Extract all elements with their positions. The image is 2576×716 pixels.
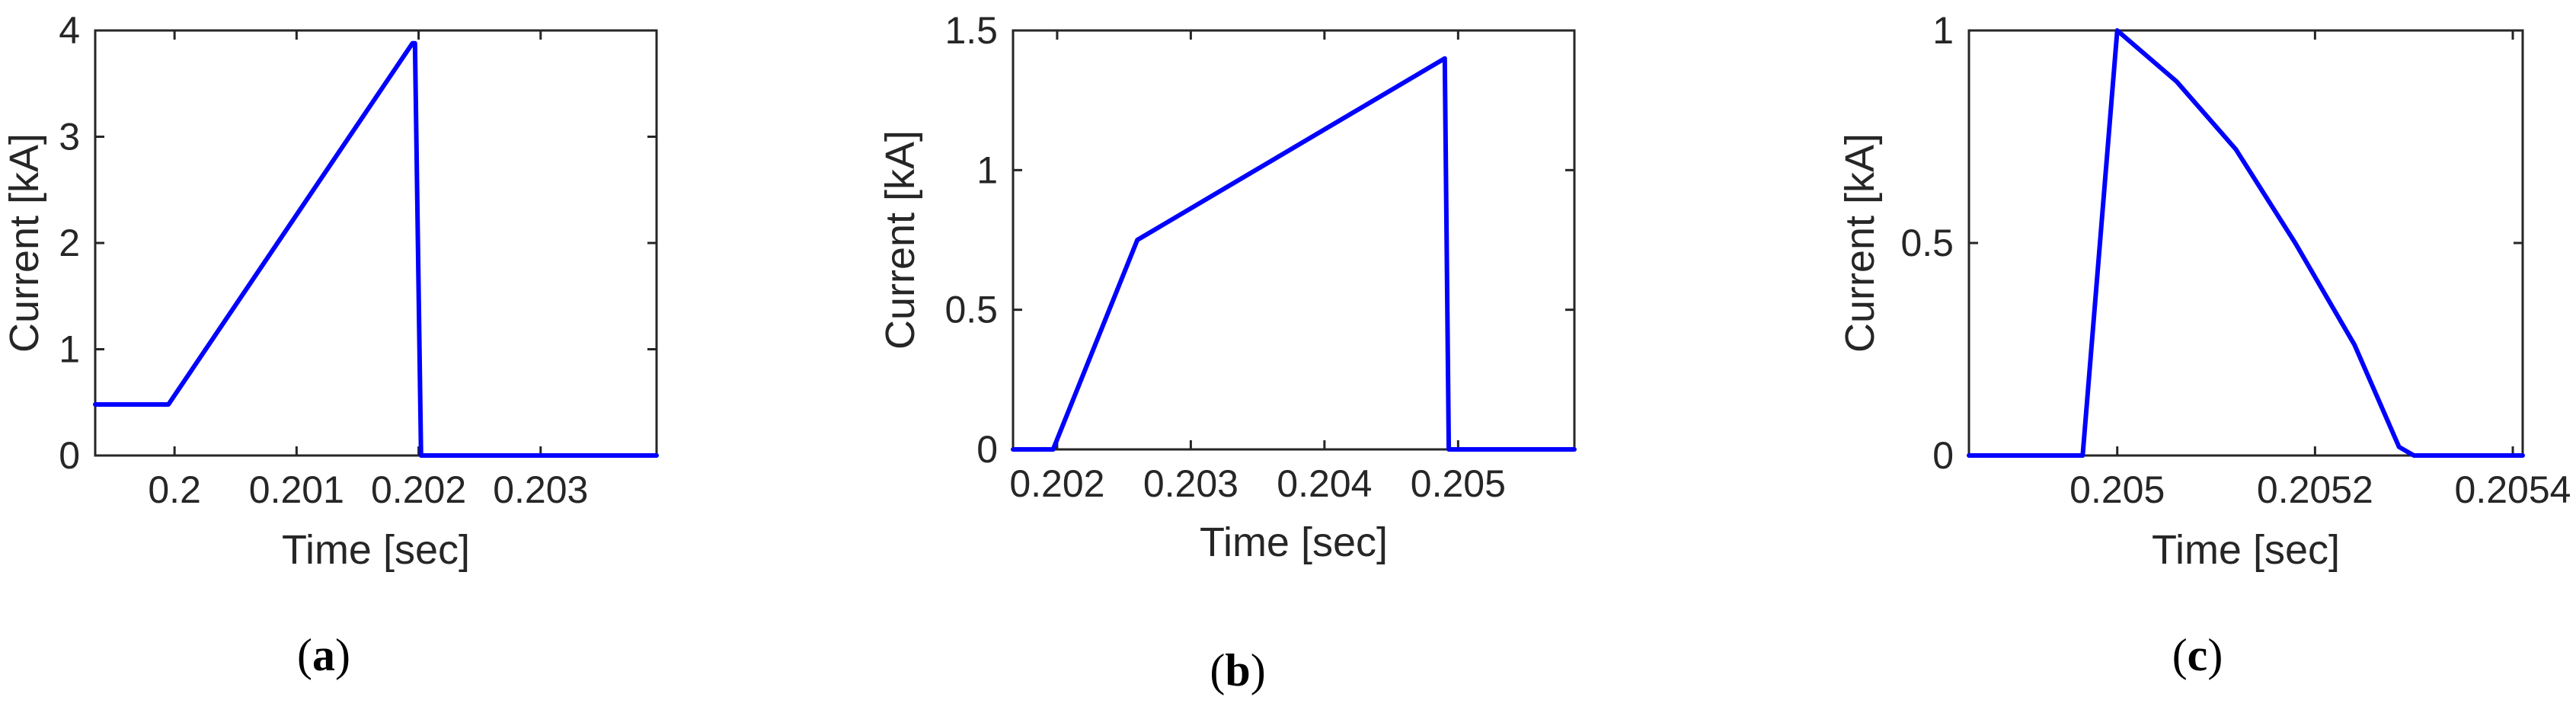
chart-panel-a: 0 1 2 3 4 0.2 0.201 0.202 0.203 Time [sec] Current…: [2, 9, 659, 680]
x-tick-label: 0.205: [1411, 462, 1506, 505]
x-tick-label: 0.2052: [2257, 468, 2373, 511]
panel-label: (c): [2172, 630, 2223, 680]
y-tick-label: 3: [59, 116, 80, 158]
x-axis-title: Time [sec]: [282, 527, 470, 573]
series-line: [93, 40, 659, 458]
series-line: [1967, 28, 2525, 458]
plot-frame: [1012, 29, 1576, 451]
x-tick-label: 0.201: [249, 468, 344, 511]
panel-label: (a): [297, 630, 350, 680]
x-axis-title: Time [sec]: [2152, 527, 2340, 573]
x-axis-title: Time [sec]: [1200, 519, 1388, 565]
x-tick-label: 0.2: [148, 468, 201, 511]
y-tick-label: 0: [1932, 434, 1954, 477]
y-axis-title: Current [kA]: [877, 130, 923, 350]
x-tick-label: 0.203: [493, 468, 588, 511]
x-tick-label: 0.202: [371, 468, 466, 511]
y-tick-label: 0: [59, 434, 80, 477]
y-tick-label: 0.5: [1900, 222, 1954, 264]
x-tick-label: 0.205: [2069, 468, 2165, 511]
y-axis-title: Current [kA]: [2, 133, 47, 353]
plot-frame: [1967, 29, 2524, 457]
x-tick-label: 0.204: [1277, 462, 1372, 505]
y-tick-label: 1: [59, 328, 80, 371]
x-tick-label: 0.203: [1143, 462, 1238, 505]
chart-panel-c: 0 0.5 1 0.205 0.2052 0.2054 Time [sec] Current …: [1837, 9, 2571, 680]
y-tick-label: 2: [59, 222, 80, 264]
panel-label: (b): [1210, 645, 1265, 695]
chart-panel-b: 0 0.5 1 1.5 0.202 0.203 0.204 0.205 Time [sec] Cu…: [877, 9, 1577, 695]
y-tick-label: 1.5: [944, 9, 998, 52]
x-tick-label: 0.2054: [2455, 468, 2571, 511]
y-tick-label: 1: [976, 149, 998, 191]
x-tick-label: 0.202: [1009, 462, 1104, 505]
y-tick-label: 4: [59, 9, 80, 52]
y-tick-label: 1: [1932, 9, 1954, 52]
y-axis-title: Current [kA]: [1837, 133, 1883, 353]
y-tick-label: 0.5: [944, 289, 998, 331]
y-tick-label: 0: [976, 428, 998, 471]
series-line: [1011, 56, 1577, 452]
